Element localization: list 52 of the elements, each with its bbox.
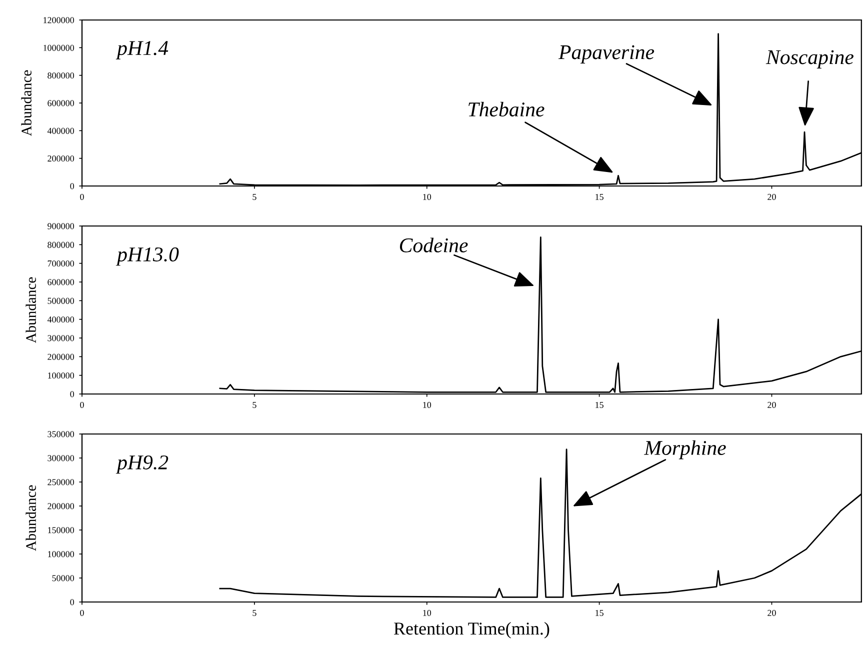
x-tick-label: 20 (768, 194, 776, 200)
x-tick-label: 10 (423, 194, 432, 200)
x-tick-label: 0 (80, 610, 84, 616)
x-tick-label: 0 (80, 402, 84, 408)
x-tick-label: 5 (252, 402, 256, 408)
annotation: Papaverine (558, 45, 654, 64)
annotation: pH13.0 (116, 247, 179, 266)
y-axis-title: Abundance (21, 70, 32, 136)
x-tick-label: 20 (768, 610, 776, 616)
y-tick-label: 600000 (48, 100, 74, 106)
y-tick-label: 400000 (47, 128, 74, 134)
x-tick-label: 10 (423, 402, 432, 408)
y-tick-label: 1200000 (44, 17, 74, 24)
y-tick-label: 0 (70, 183, 74, 190)
y-axis-title: Abundance (26, 277, 36, 344)
y-tick-label: 800000 (48, 242, 74, 248)
y-tick-label: 800000 (48, 72, 74, 79)
x-tick-label: 10 (423, 610, 432, 616)
y-tick-label: 100000 (48, 372, 74, 379)
y-tick-label: 1000000 (44, 44, 74, 51)
x-tick-label: 20 (768, 402, 776, 408)
annotation: Thebaine (468, 102, 544, 117)
x-tick-label: 5 (252, 610, 256, 616)
y-tick-label: 150000 (48, 527, 74, 534)
annotation: Codeine (400, 238, 468, 252)
x-tick-label: 15 (596, 194, 604, 200)
x-tick-label: 5 (252, 194, 256, 200)
y-tick-label: 50000 (52, 575, 74, 582)
y-tick-label: 250000 (48, 479, 74, 486)
y-tick-label: 900000 (48, 223, 74, 230)
y-axis-title: Abundance (26, 485, 36, 552)
y-tick-label: 200000 (48, 503, 74, 510)
annotation: Noscapine (766, 50, 854, 68)
y-tick-label: 300000 (48, 335, 74, 342)
y-tick-label: 500000 (48, 298, 74, 304)
y-tick-label: 350000 (48, 431, 74, 438)
y-tick-label: 700000 (48, 260, 74, 267)
y-tick-label: 300000 (48, 455, 74, 462)
x-axis-title: Retention Time(min.) (394, 622, 550, 638)
x-tick-label: 15 (596, 402, 604, 408)
y-tick-label: 200000 (48, 354, 74, 360)
x-tick-label: 0 (80, 194, 84, 200)
y-tick-label: 400000 (47, 316, 74, 323)
y-tick-label: 600000 (48, 279, 74, 286)
x-tick-label: 15 (596, 610, 604, 616)
annotation: Morphine (644, 440, 726, 460)
y-tick-label: 0 (70, 391, 74, 398)
annotation: pH1.4 (116, 41, 168, 60)
y-tick-label: 200000 (48, 155, 74, 162)
y-tick-label: 100000 (48, 551, 74, 558)
y-tick-label: 0 (70, 599, 74, 606)
annotation: pH9.2 (116, 455, 168, 474)
